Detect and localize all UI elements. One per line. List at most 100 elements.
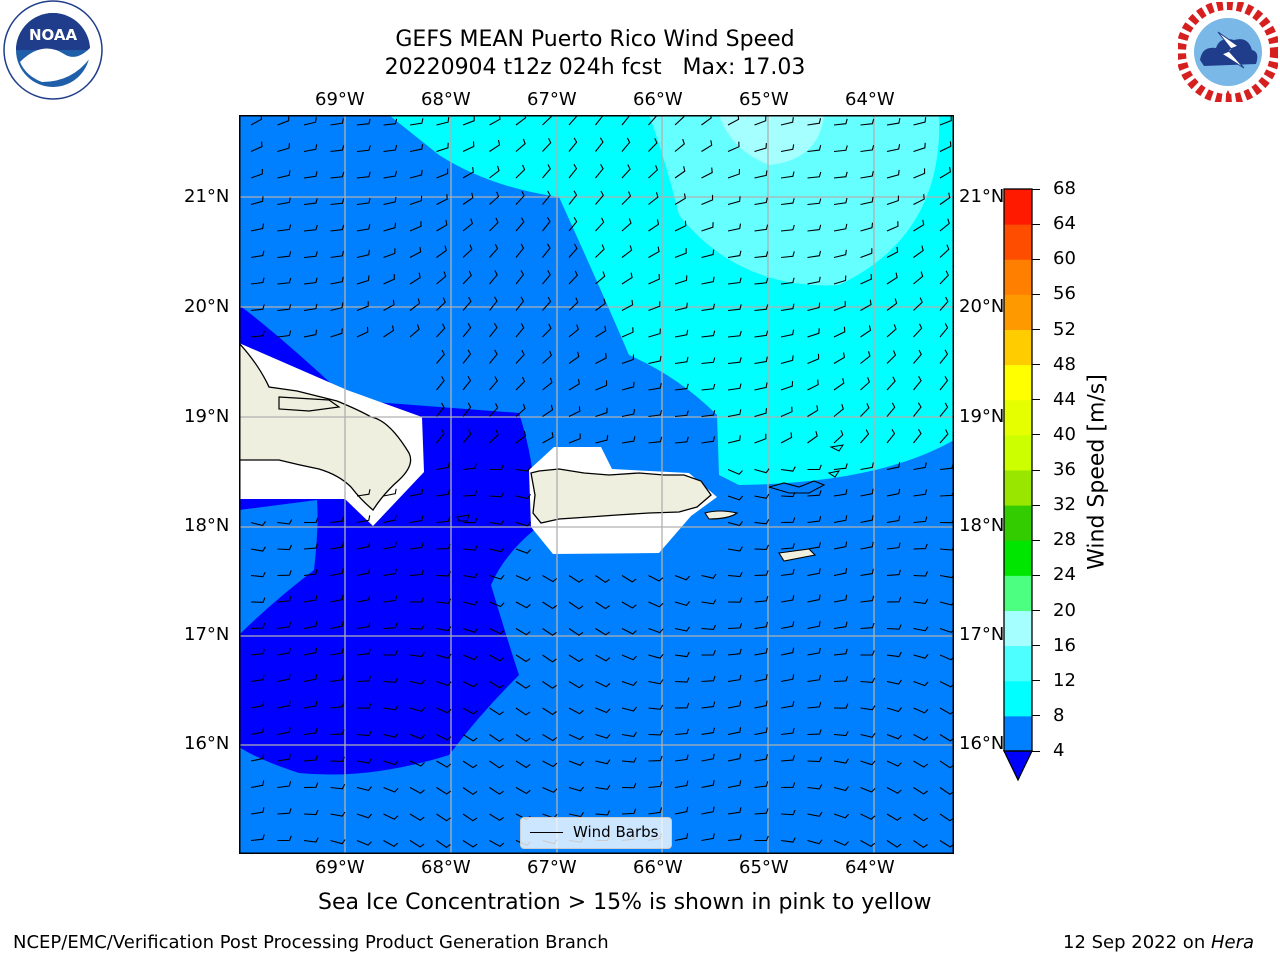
wind-barb	[356, 648, 371, 656]
wind-barb	[807, 839, 823, 845]
wind-barb	[462, 270, 472, 285]
wind-barb	[383, 786, 399, 793]
wind-barb	[780, 755, 795, 762]
wind-barb	[674, 329, 689, 338]
wind-barb	[886, 246, 899, 258]
wind-barb	[807, 464, 822, 471]
wind-barb	[303, 117, 317, 126]
wind-barb	[621, 628, 637, 635]
wind-barb	[568, 406, 581, 417]
wind-barb	[515, 548, 532, 554]
sea-ice-note: Sea Ice Concentration > 15% is shown in …	[318, 890, 932, 915]
wind-barb	[568, 324, 579, 338]
wind-barb	[489, 296, 498, 311]
wind-barb	[542, 164, 551, 179]
wind-barb	[595, 164, 604, 179]
wind-barb	[595, 353, 607, 364]
wind-barb	[780, 355, 794, 365]
wind-barb	[303, 543, 318, 550]
wind-barb	[886, 787, 902, 794]
wind-barb	[860, 118, 875, 126]
wind-barb	[621, 164, 631, 179]
wind-barb	[462, 787, 478, 795]
wind-barb	[542, 707, 557, 716]
colorbar-tick-label: 68	[1053, 178, 1076, 199]
wind-barb	[621, 782, 637, 789]
wind-barb	[489, 323, 498, 338]
wind-barb	[568, 351, 580, 364]
wind-barb	[648, 301, 661, 312]
wind-barb	[674, 651, 690, 658]
wind-barb	[833, 197, 848, 206]
wind-barb	[674, 574, 691, 581]
wind-barb	[833, 489, 848, 497]
wind-barb	[515, 681, 531, 689]
wind-barb	[568, 681, 584, 689]
wind-barb	[250, 168, 263, 179]
lon-label-bottom-68w: 68°W	[421, 857, 471, 878]
wind-barb	[515, 430, 527, 444]
wind-barb	[648, 409, 663, 418]
wind-barb	[595, 575, 610, 583]
wind-barb	[780, 568, 795, 577]
wind-barb	[807, 594, 821, 603]
colorbar-segment	[1004, 434, 1032, 471]
wind-barb	[568, 137, 578, 152]
wind-barb	[886, 488, 901, 497]
wind-barb	[409, 840, 425, 848]
wind-barb	[542, 296, 552, 311]
wind-barb	[780, 809, 796, 816]
wind-barb	[913, 194, 925, 205]
wind-barb	[939, 296, 949, 311]
wind-barb	[383, 732, 399, 738]
wind-barb	[886, 350, 897, 364]
wind-barb	[383, 622, 398, 630]
wind-barb	[674, 248, 687, 259]
wind-barb	[356, 489, 371, 497]
wind-barb	[754, 519, 770, 525]
wind-barb	[860, 760, 876, 766]
wind-barb	[409, 707, 426, 713]
wind-barb	[807, 250, 822, 259]
colorbar-segment	[1004, 364, 1032, 401]
wind-barb	[621, 327, 634, 338]
wind-barb	[489, 217, 499, 232]
wind-barb	[621, 731, 637, 738]
wind-barb	[330, 171, 345, 179]
lat-label-right-17n: 17°N	[959, 624, 1005, 645]
wind-barb	[436, 402, 445, 417]
wind-barb	[542, 377, 553, 391]
wind-barb	[727, 304, 742, 312]
wind-barb	[303, 277, 318, 285]
wind-barb	[754, 330, 769, 338]
wind-barb	[277, 674, 291, 683]
wind-barb	[542, 786, 558, 794]
wind-barb	[780, 303, 795, 312]
wind-barb	[913, 142, 926, 153]
wind-barb	[648, 165, 659, 179]
wind-barb	[754, 408, 768, 418]
wind-barb	[250, 196, 264, 206]
wind-barb	[436, 376, 445, 391]
wind-barb	[250, 597, 266, 603]
wind-barb	[780, 517, 796, 524]
wind-barb	[356, 703, 372, 709]
wind-barb	[303, 171, 318, 179]
noaa-logo: NOAA	[2, 0, 104, 102]
wind-barb	[568, 760, 585, 766]
wind-barb	[860, 732, 876, 738]
wind-barb	[701, 833, 715, 842]
wind-barb	[674, 780, 689, 789]
lat-label-left-16n: 16°N	[184, 733, 230, 754]
wind-barb	[754, 544, 770, 550]
wind-barb	[913, 117, 927, 126]
colorbar-segment	[1004, 575, 1032, 611]
lat-label-right-18n: 18°N	[959, 515, 1005, 536]
wind-barb	[754, 647, 768, 656]
wind-barb	[330, 647, 344, 656]
wind-barb	[780, 406, 793, 418]
wind-barb	[727, 648, 742, 656]
wind-barb	[542, 681, 557, 689]
wind-barb	[701, 650, 716, 656]
wind-barb	[595, 380, 608, 391]
